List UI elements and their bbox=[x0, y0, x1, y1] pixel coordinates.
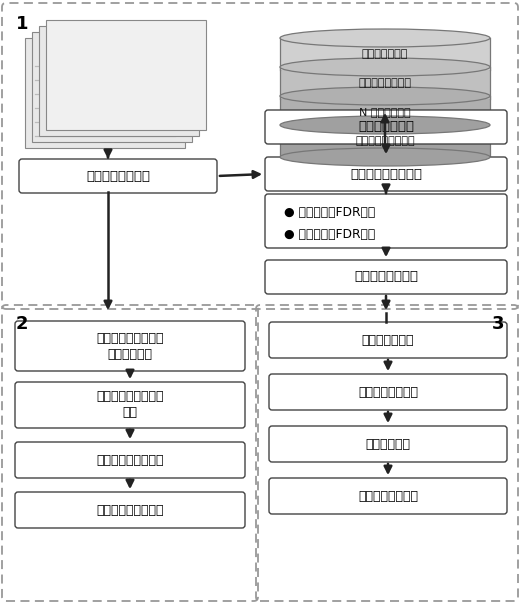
FancyBboxPatch shape bbox=[269, 426, 507, 462]
Text: 鉴定未注释新基因: 鉴定未注释新基因 bbox=[358, 385, 418, 399]
Ellipse shape bbox=[280, 58, 490, 76]
FancyBboxPatch shape bbox=[265, 194, 507, 248]
Bar bbox=[25, 38, 185, 148]
Ellipse shape bbox=[280, 87, 490, 105]
Bar bbox=[280, 67, 490, 99]
FancyBboxPatch shape bbox=[269, 322, 507, 358]
Text: 大阅读框数据库: 大阅读框数据库 bbox=[362, 49, 408, 59]
Bar bbox=[280, 125, 490, 157]
Text: 去除数据库冗余: 去除数据库冗余 bbox=[358, 121, 414, 133]
Text: 从头测序蛋白字列库: 从头测序蛋白字列库 bbox=[355, 136, 415, 146]
Bar bbox=[280, 96, 490, 128]
Text: ● 新肽段类别FDR评估: ● 新肽段类别FDR评估 bbox=[284, 206, 375, 218]
Bar bbox=[46, 20, 206, 130]
Ellipse shape bbox=[280, 116, 490, 134]
Text: 2: 2 bbox=[16, 315, 29, 333]
Bar bbox=[39, 26, 199, 136]
FancyBboxPatch shape bbox=[15, 382, 245, 428]
Text: 建立严苛筛选标准: 建立严苛筛选标准 bbox=[354, 271, 418, 283]
Ellipse shape bbox=[280, 148, 490, 166]
Text: 1: 1 bbox=[16, 15, 29, 33]
FancyBboxPatch shape bbox=[15, 492, 245, 528]
Text: 基因组翻译数据库: 基因组翻译数据库 bbox=[358, 78, 411, 88]
Bar bbox=[32, 32, 192, 142]
FancyBboxPatch shape bbox=[265, 260, 507, 294]
FancyBboxPatch shape bbox=[19, 159, 217, 193]
Ellipse shape bbox=[280, 29, 490, 47]
Bar bbox=[280, 38, 490, 70]
FancyBboxPatch shape bbox=[269, 374, 507, 410]
Text: 鉴定可变剪接: 鉴定可变剪接 bbox=[366, 438, 410, 450]
FancyBboxPatch shape bbox=[269, 478, 507, 514]
Text: ● 已注释肽段FDR评估: ● 已注释肽段FDR评估 bbox=[284, 227, 375, 241]
Text: 质谱数据格式转换: 质谱数据格式转换 bbox=[86, 169, 150, 183]
FancyBboxPatch shape bbox=[15, 442, 245, 478]
FancyBboxPatch shape bbox=[15, 321, 245, 371]
Text: 翻译后修饰的大规模
鉴定: 翻译后修饰的大规模 鉴定 bbox=[96, 391, 164, 420]
Text: 鉴定功能性点突变: 鉴定功能性点突变 bbox=[358, 490, 418, 502]
Text: 复合式搜索引擎策略: 复合式搜索引擎策略 bbox=[350, 168, 422, 180]
FancyBboxPatch shape bbox=[265, 157, 507, 191]
FancyBboxPatch shape bbox=[265, 110, 507, 144]
Text: N 末肽段数据库: N 末肽段数据库 bbox=[359, 107, 411, 117]
Text: 特定翻译后修饰搜索: 特定翻译后修饰搜索 bbox=[96, 453, 164, 467]
Text: 非限制性修饰翻译后
修饰搜索算法: 非限制性修饰翻译后 修饰搜索算法 bbox=[96, 332, 164, 361]
Text: 翻译后修饰位点分析: 翻译后修饰位点分析 bbox=[96, 504, 164, 517]
Text: 3: 3 bbox=[491, 315, 504, 333]
Text: 验证已注释基因: 验证已注释基因 bbox=[362, 333, 414, 347]
